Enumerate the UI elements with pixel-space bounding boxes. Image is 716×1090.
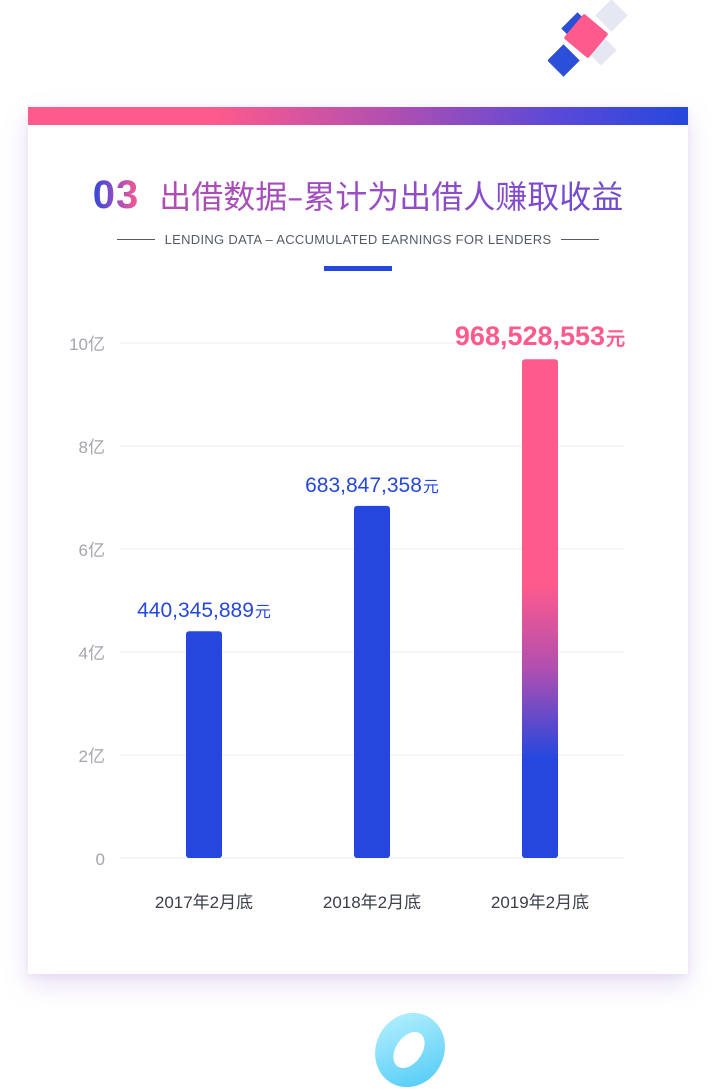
y-tick-label: 10亿 <box>69 335 105 354</box>
data-label-unit: 元 <box>255 604 271 621</box>
data-label-unit: 元 <box>423 479 439 496</box>
y-tick-label: 2亿 <box>79 747 105 766</box>
data-label: 968,528,553元 <box>455 321 625 351</box>
subtitle-left-rule <box>116 238 155 240</box>
y-tick-label: 6亿 <box>79 541 105 560</box>
card-title: 03 出借数据–累计为出借人赚取收益 <box>28 173 688 217</box>
data-label-value: 440,345,889 <box>137 599 254 622</box>
card-gradient-bar <box>28 107 688 125</box>
y-tick-label: 8亿 <box>79 438 105 457</box>
bar-chart: 02亿4亿6亿8亿10亿2017年2月底440,345,889元2018年2月底… <box>69 321 625 912</box>
ring-decoration-icon <box>375 1012 445 1088</box>
data-label-unit: 元 <box>606 329 625 350</box>
section-title: 出借数据–累计为出借人赚取收益 <box>159 172 623 218</box>
subtitle-right-rule <box>561 238 600 240</box>
bar <box>186 631 222 858</box>
logo-mark-icon <box>548 0 628 77</box>
title-underline <box>324 266 392 271</box>
y-tick-label: 4亿 <box>79 644 105 663</box>
section-number: 03 <box>92 172 140 217</box>
subtitle-text: LENDING DATA – ACCUMULATED EARNINGS FOR … <box>164 231 552 247</box>
data-label: 440,345,889元 <box>137 599 271 622</box>
bar <box>522 359 558 858</box>
bar <box>354 505 390 858</box>
chart-card: 03 出借数据–累计为出借人赚取收益 LENDING DATA – ACCUMU… <box>28 107 688 974</box>
x-category-label: 2018年2月底 <box>323 893 421 912</box>
y-tick-label: 0 <box>96 850 105 869</box>
data-label-value: 968,528,553 <box>455 321 605 351</box>
data-label-value: 683,847,358 <box>305 474 422 497</box>
card-subtitle: LENDING DATA – ACCUMULATED EARNINGS FOR … <box>28 229 688 249</box>
x-category-label: 2017年2月底 <box>155 893 253 912</box>
data-label: 683,847,358元 <box>305 474 439 497</box>
x-category-label: 2019年2月底 <box>491 893 589 912</box>
